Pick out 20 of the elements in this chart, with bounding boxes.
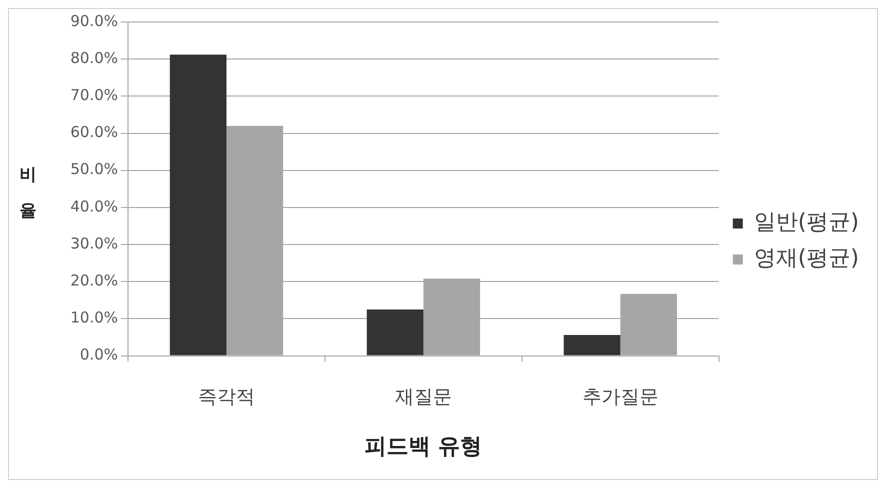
x-tick-label: 즉각적 (198, 386, 255, 408)
x-tick-label: 추가질문 (582, 386, 658, 408)
y-tick-label: 0.0% (80, 346, 118, 364)
x-tick-label: 재질문 (394, 386, 452, 408)
y-tick-label: 70.0% (70, 86, 118, 104)
y-tick-label: 60.0% (70, 123, 118, 142)
legend-label: 일반(평균) (754, 210, 860, 236)
bar (366, 309, 424, 356)
y-tick-label: 40.0% (70, 197, 118, 216)
y-tick-label: 90.0% (70, 12, 118, 30)
legend-label: 영재(평균) (754, 246, 860, 272)
y-tick-label: 50.0% (70, 160, 118, 178)
y-axis-title: 비율 (18, 164, 38, 223)
x-axis-title: 피드백 유형 (364, 434, 482, 460)
y-tick-label: 10.0% (70, 308, 118, 327)
y-tick-label: 80.0% (70, 48, 118, 67)
y-tick-label: 20.0% (70, 272, 118, 290)
y-tick-label: 30.0% (70, 234, 118, 252)
bar (564, 335, 620, 356)
bar (170, 54, 226, 356)
